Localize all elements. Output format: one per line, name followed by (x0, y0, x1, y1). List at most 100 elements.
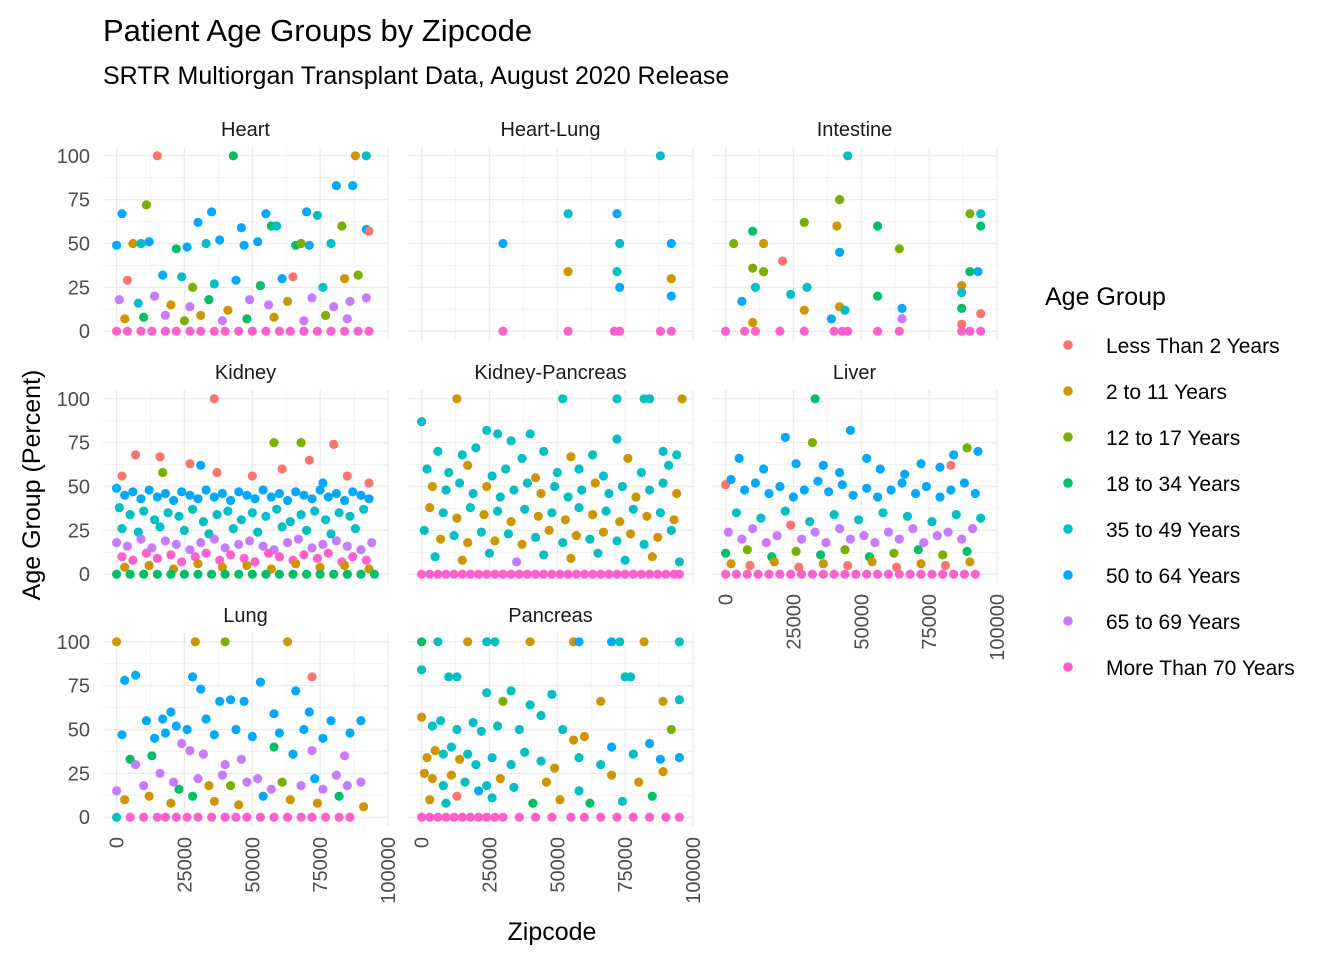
data-point (296, 781, 306, 791)
data-point (353, 270, 363, 280)
data-point (245, 295, 255, 305)
data-point (188, 282, 198, 292)
data-point (144, 485, 154, 495)
data-point (905, 569, 915, 579)
data-point (748, 263, 758, 273)
data-point (620, 555, 630, 565)
data-point (209, 279, 219, 289)
data-point (155, 452, 165, 462)
data-point (566, 812, 576, 822)
data-point (117, 730, 127, 740)
data-point (147, 751, 157, 761)
legend-key (1063, 524, 1073, 534)
data-point (892, 562, 902, 572)
data-point (285, 517, 295, 527)
data-point (444, 672, 454, 682)
points (721, 151, 986, 336)
legend-label: 35 to 49 Years (1106, 519, 1240, 542)
data-point (160, 488, 170, 499)
data-point (514, 724, 524, 735)
data-point (196, 326, 206, 336)
data-point (201, 238, 211, 249)
panel-kidney-pancreas: Kidney-Pancreas (408, 362, 694, 583)
data-point (506, 517, 516, 527)
data-point (851, 569, 861, 579)
data-point (452, 791, 462, 801)
data-point (775, 481, 785, 492)
data-point (962, 546, 972, 557)
data-point (236, 754, 246, 764)
data-point (563, 267, 573, 277)
data-point (859, 531, 869, 541)
data-point (223, 305, 233, 315)
facet-label: Pancreas (508, 605, 593, 627)
data-point (117, 471, 127, 481)
grid (103, 633, 389, 826)
data-point (114, 295, 124, 305)
data-point (471, 443, 481, 453)
data-point (264, 300, 274, 310)
data-point (655, 151, 666, 161)
data-point (935, 492, 945, 502)
data-point (220, 637, 230, 647)
data-point (636, 467, 647, 478)
data-point (669, 515, 679, 525)
data-point (973, 446, 983, 456)
data-point (204, 781, 214, 791)
data-point (258, 791, 268, 801)
data-point (220, 543, 230, 553)
data-point (141, 200, 151, 210)
data-point (220, 326, 230, 336)
data-point (645, 394, 655, 404)
data-point (269, 812, 279, 822)
data-point (217, 316, 227, 326)
data-point (799, 305, 809, 315)
data-point (514, 569, 524, 579)
data-point (951, 509, 961, 520)
data-point (862, 569, 872, 579)
data-point (239, 696, 249, 707)
data-point (522, 569, 533, 579)
data-point (598, 527, 609, 537)
legend-key (1063, 570, 1073, 580)
data-point (234, 326, 244, 336)
data-point (217, 770, 227, 780)
data-point (639, 637, 649, 647)
data-point (750, 326, 761, 336)
x-tick-label: 75000 (919, 594, 941, 650)
data-point (417, 665, 427, 675)
data-point (196, 310, 206, 320)
y-tick-label: 25 (68, 763, 90, 785)
data-point (536, 488, 546, 499)
data-point (122, 541, 132, 551)
data-point (198, 517, 208, 527)
data-point (636, 569, 647, 579)
data-point (593, 548, 603, 558)
data-point (666, 525, 676, 536)
data-point (620, 569, 630, 579)
data-point (550, 481, 560, 492)
data-point (588, 569, 598, 579)
data-point (272, 221, 282, 231)
x-tick-label: 100000 (378, 837, 400, 904)
data-point (361, 151, 371, 161)
data-point (862, 483, 872, 493)
data-point (196, 460, 206, 470)
data-point (536, 710, 546, 721)
data-point (128, 487, 138, 497)
data-point (750, 478, 761, 488)
data-point (487, 793, 497, 803)
data-point (957, 281, 967, 291)
data-point (506, 436, 516, 446)
data-point (158, 467, 168, 478)
data-point (171, 812, 181, 822)
y-tick-label: 100 (57, 632, 90, 654)
data-point (356, 777, 366, 787)
data-point (342, 781, 352, 791)
data-point (247, 326, 257, 336)
data-point (318, 539, 328, 550)
data-point (422, 464, 432, 474)
data-point (212, 467, 222, 478)
x-tick-label: 100000 (987, 594, 1009, 661)
data-point (498, 569, 508, 579)
